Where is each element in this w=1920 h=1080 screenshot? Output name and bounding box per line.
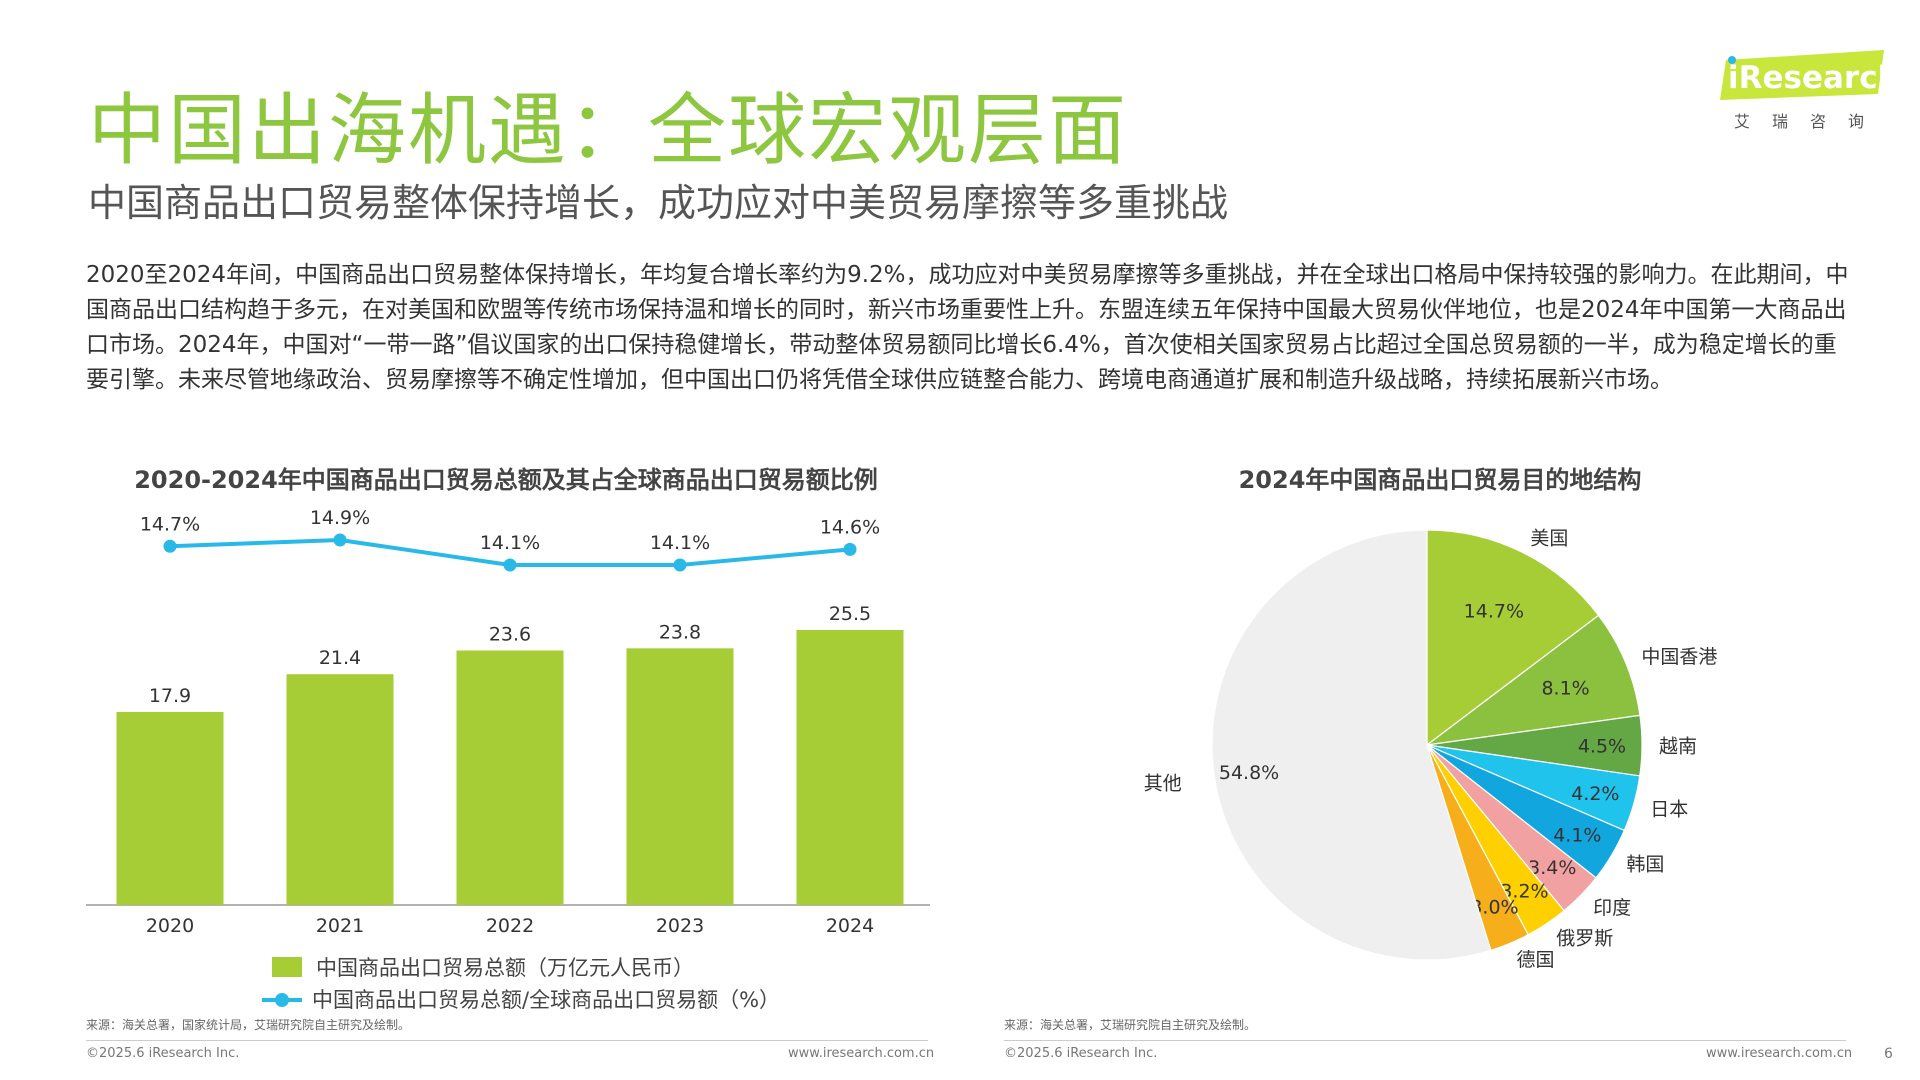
legend-line-label: 中国商品出口贸易总额/全球商品出口贸易额（%）: [312, 988, 781, 1012]
share-value-label: 14.9%: [310, 507, 370, 529]
footer-website-left[interactable]: www.iresearch.com.cn: [788, 1046, 935, 1061]
pie-value-label: 3.4%: [1528, 857, 1576, 879]
page-subtitle: 中国商品出口贸易整体保持增长，成功应对中美贸易摩擦等多重挑战: [88, 181, 1229, 225]
bar-2021: [286, 674, 394, 905]
x-tick-label: 2022: [486, 915, 534, 937]
source-left: 来源：海关总署，国家统计局，艾瑞研究院自主研究及绘制。: [86, 1018, 411, 1032]
share-point-2021: [333, 533, 347, 547]
pie-value-label: 4.2%: [1571, 783, 1619, 805]
pie-name-label: 其他: [1144, 772, 1182, 794]
pie-chart: 14.7% 美国 8.1% 中国香港 4.5% 越南 4.2% 日本 4.1% 韩国 3.4% 印度 3…: [1144, 527, 1718, 971]
pie-value-label: 8.1%: [1541, 678, 1589, 700]
bar-2020: [116, 711, 224, 905]
source-right: 来源：海关总署，艾瑞研究院自主研究及绘制。: [1004, 1018, 1257, 1032]
iresearch-logo: iResearch: [1718, 50, 1900, 130]
legend-bar: 中国商品出口贸易总额（万亿元人民币）: [272, 952, 694, 982]
footer-copyright-left: ©2025.6 iResearch Inc.: [86, 1046, 240, 1061]
pie-name-label: 越南: [1659, 736, 1697, 758]
summary-paragraph: 2020至2024年间，中国商品出口贸易整体保持增长，年均复合增长率约为9.2%…: [86, 262, 1849, 393]
logo-text: iResearch: [1728, 60, 1890, 96]
legend-bar-swatch: [272, 957, 302, 977]
legend-line-swatch: [262, 989, 302, 1009]
logo-tagline: 艾瑞咨询: [1734, 112, 1887, 131]
bar-value-label: 25.5: [829, 603, 871, 625]
pie-name-label: 德国: [1516, 949, 1554, 971]
pie-slice-其他: [1211, 529, 1492, 961]
pie-name-label: 日本: [1650, 798, 1688, 820]
bar-2022: [456, 650, 564, 905]
share-point-2020: [163, 539, 177, 553]
share-point-2024: [843, 542, 857, 556]
x-tick-label: 2024: [826, 915, 874, 937]
share-point-2022: [503, 558, 517, 572]
footer-divider-left: [86, 1040, 928, 1041]
bar-2023: [626, 648, 734, 905]
bar-value-label: 17.9: [149, 685, 191, 707]
pie-name-label: 中国香港: [1641, 646, 1717, 668]
pie-value-label: 4.1%: [1553, 825, 1601, 847]
footer-copyright-right: ©2025.6 iResearch Inc.: [1004, 1046, 1158, 1061]
page-number: 6: [1884, 1046, 1893, 1062]
share-value-label: 14.7%: [140, 513, 200, 535]
footer-website-right[interactable]: www.iresearch.com.cn: [1706, 1046, 1853, 1061]
share-value-label: 14.6%: [820, 516, 880, 538]
pie-name-label: 印度: [1593, 897, 1631, 919]
pie-name-label: 美国: [1530, 527, 1568, 549]
share-point-2023: [673, 558, 687, 572]
pie-name-label: 俄罗斯: [1556, 928, 1613, 950]
x-tick-label: 2020: [146, 915, 194, 937]
share-value-label: 14.1%: [650, 532, 710, 554]
bar-value-label: 21.4: [319, 647, 361, 669]
page-title: 中国出海机遇：全球宏观层面: [88, 86, 1129, 176]
bar-2024: [796, 630, 904, 905]
bar-value-label: 23.8: [659, 621, 701, 643]
pie-value-label: 4.5%: [1578, 736, 1626, 758]
x-tick-label: 2023: [656, 915, 704, 937]
pie-slice-美国: [1426, 529, 1600, 747]
x-tick-label: 2021: [316, 915, 364, 937]
legend-line: 中国商品出口贸易总额/全球商品出口贸易额（%）: [262, 984, 780, 1014]
bar-line-chart: 17.9 2020 21.4 2021 23.6 2022 23.8 2023 25.5 2024…: [86, 507, 930, 937]
pie-value-label: 54.8%: [1219, 762, 1279, 784]
pie-chart-title: 2024年中国商品出口贸易目的地结构: [1238, 466, 1642, 494]
pie-slice-中国香港: [1424, 614, 1641, 746]
legend-bar-label: 中国商品出口贸易总额（万亿元人民币）: [316, 956, 694, 980]
bar-value-label: 23.6: [489, 623, 531, 645]
pie-value-label: 3.0%: [1470, 896, 1518, 918]
pie-value-label: 3.2%: [1500, 880, 1548, 902]
bar-chart-title: 2020-2024年中国商品出口贸易总额及其占全球商品出口贸易额比例: [134, 466, 878, 494]
pie-value-label: 14.7%: [1464, 601, 1524, 623]
pie-name-label: 韩国: [1626, 854, 1664, 876]
footer-divider-right: [1004, 1040, 1846, 1041]
share-value-label: 14.1%: [480, 532, 540, 554]
